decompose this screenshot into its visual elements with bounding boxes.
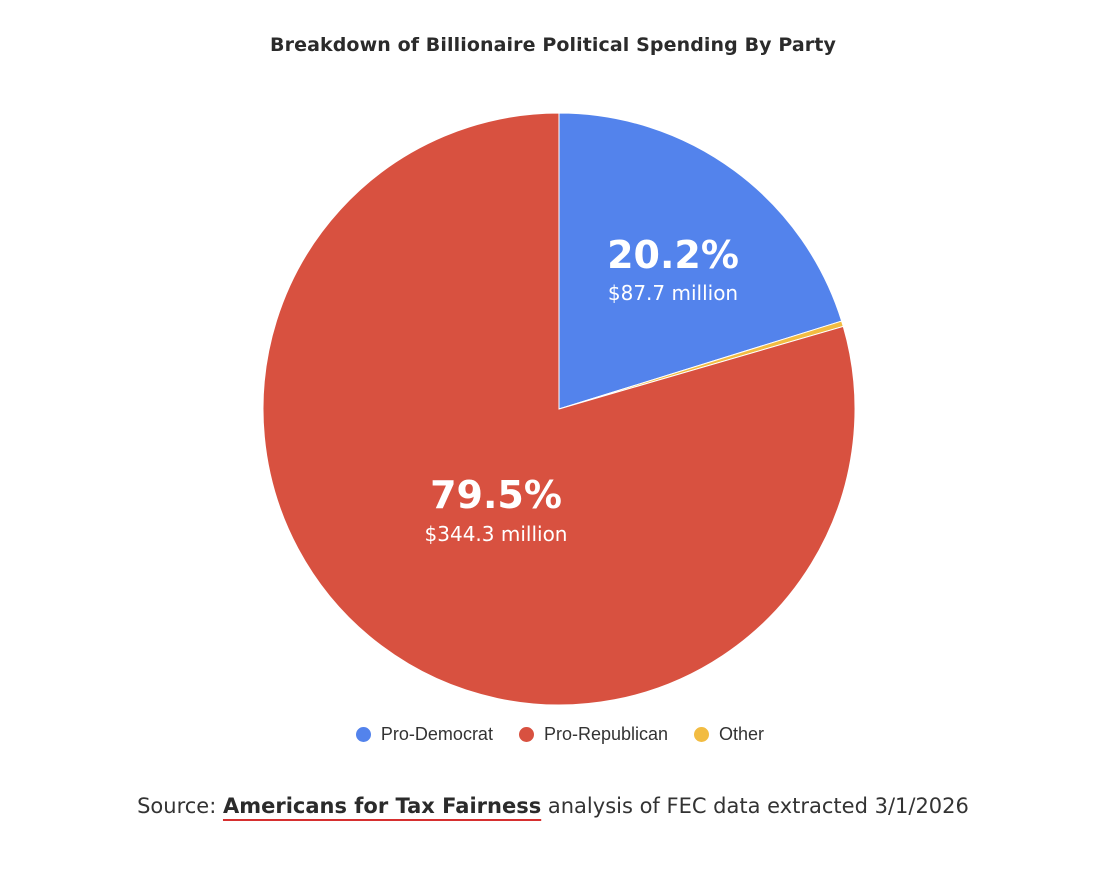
pie-slice-pro-republican[interactable] xyxy=(262,112,856,706)
data-label-amount-pro-republican: $344.3 million xyxy=(425,522,568,546)
pie-chart: 20.2% $87.7 million 79.5% $344.3 million xyxy=(262,112,856,706)
legend-swatch-other xyxy=(694,727,710,742)
legend-swatch-pro-republican xyxy=(518,727,534,742)
source-prefix: Source: xyxy=(137,794,223,818)
data-label-amount-pro-democrat: $87.7 million xyxy=(608,281,738,305)
legend-item-pro-republican[interactable]: Pro-Republican xyxy=(518,724,669,745)
legend-label-other: Other xyxy=(719,724,765,744)
source-note: Source: Americans for Tax Fairness analy… xyxy=(0,794,1100,818)
source-link[interactable]: Americans for Tax Fairness xyxy=(222,794,542,818)
pie-slice-pro-democrat[interactable] xyxy=(558,112,843,410)
legend-item-other[interactable]: Other xyxy=(694,724,764,745)
source-suffix: analysis of FEC data extracted 3/1/2026 xyxy=(541,794,969,818)
data-label-percent-pro-democrat: 20.2% xyxy=(607,233,739,277)
legend-label-pro-republican: Pro-Republican xyxy=(543,724,669,744)
legend-swatch-pro-democrat xyxy=(355,727,371,742)
legend: Pro-Democrat Pro-Republican Other xyxy=(0,724,1100,745)
legend-label-pro-democrat: Pro-Democrat xyxy=(380,724,493,744)
data-label-percent-pro-republican: 79.5% xyxy=(430,473,562,517)
legend-item-pro-democrat[interactable]: Pro-Democrat xyxy=(355,724,493,745)
chart-title: Breakdown of Billionaire Political Spend… xyxy=(270,34,836,56)
